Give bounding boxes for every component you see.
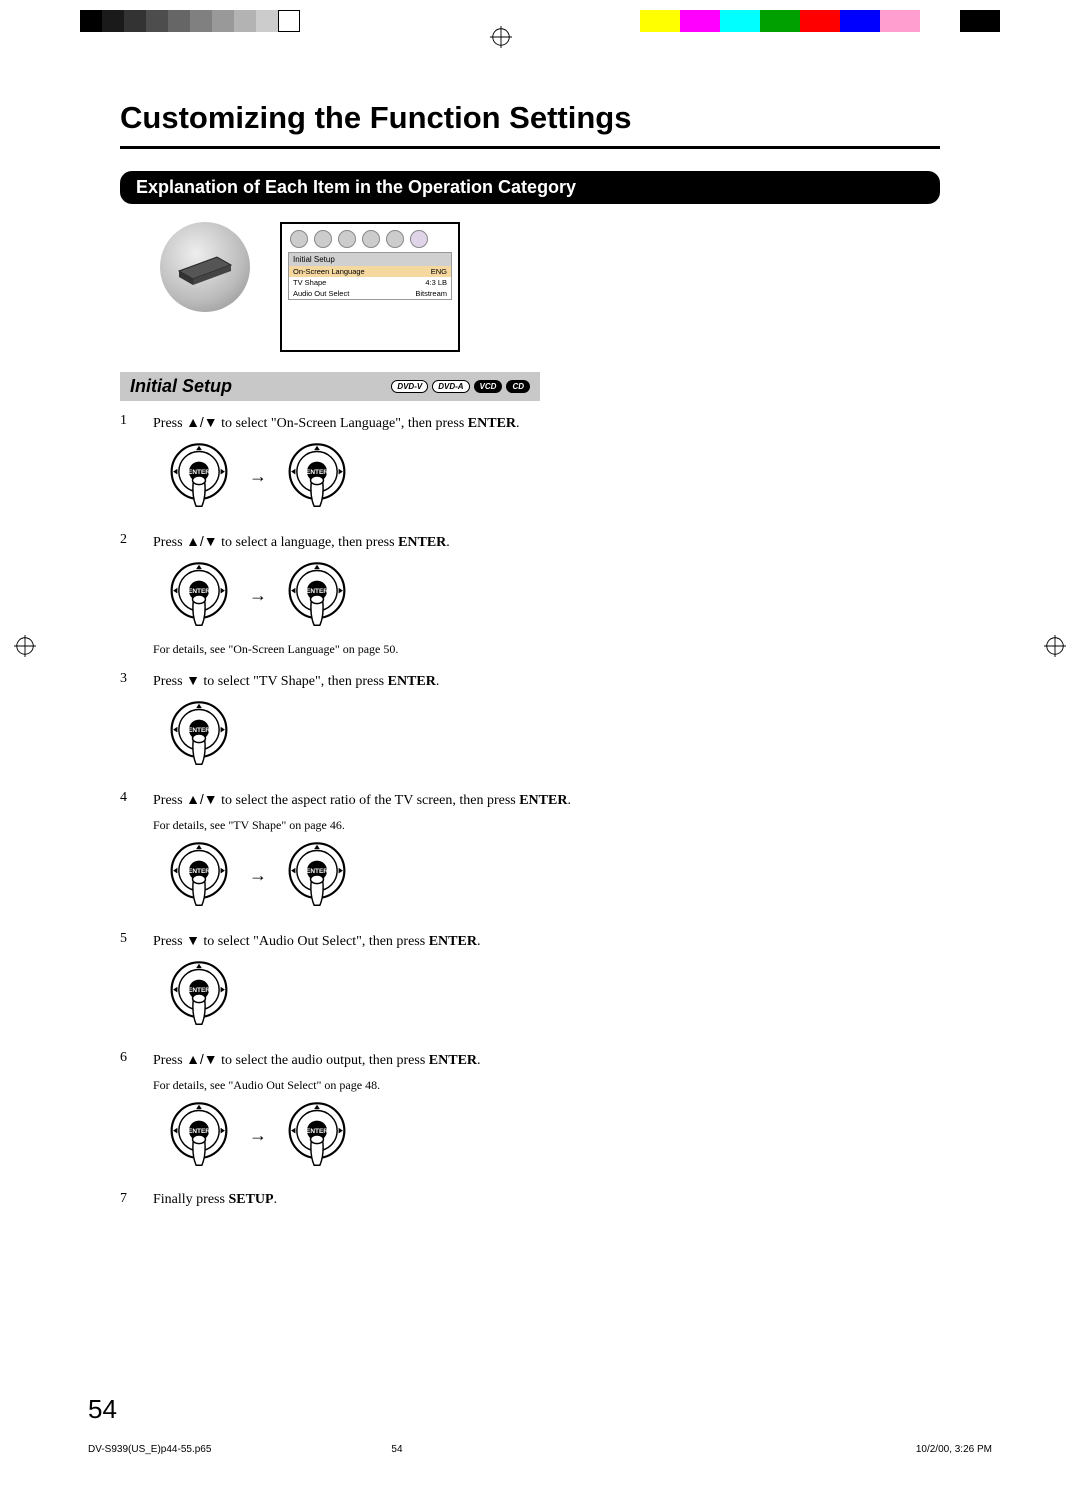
step-body: Press ▼ to select "TV Shape", then press… <box>153 671 940 780</box>
control-dial-icon: ENTER <box>281 1099 353 1171</box>
svg-text:ENTER: ENTER <box>188 469 210 476</box>
control-dial-icon: ENTER <box>163 839 235 911</box>
osd-menu-row: Audio Out SelectBitstream <box>289 288 451 299</box>
osd-menu-row: TV Shape4:3 LB <box>289 277 451 288</box>
svg-text:ENTER: ENTER <box>188 1128 210 1135</box>
format-badge: CD <box>506 380 530 393</box>
svg-text:ENTER: ENTER <box>188 868 210 875</box>
footer-file: DV-S939(US_E)p44-55.p65 <box>88 1444 211 1455</box>
format-badge: DVD-V <box>391 380 428 393</box>
page-title: Customizing the Function Settings <box>120 100 940 136</box>
osd-menu-header: Initial Setup <box>289 253 451 266</box>
device-illustration <box>160 222 250 312</box>
step: 6 Press ▲/▼ to select the audio output, t… <box>120 1050 940 1181</box>
dial-illustration: ENTER <box>163 698 940 770</box>
step-body: Press ▼ to select "Audio Out Select", th… <box>153 931 940 1040</box>
svg-text:ENTER: ENTER <box>306 1128 328 1135</box>
step-body: Press ▲/▼ to select a language, then pre… <box>153 532 940 661</box>
svg-text:ENTER: ENTER <box>188 588 210 595</box>
step-number: 1 <box>120 413 135 522</box>
step-number: 5 <box>120 931 135 1040</box>
step: 7 Finally press SETUP. <box>120 1191 940 1216</box>
arrow-right-icon: → <box>249 583 267 607</box>
control-dial-icon: ENTER <box>163 559 235 631</box>
step-text: Press ▲/▼ to select "On-Screen Language"… <box>153 413 940 434</box>
step-body: Press ▲/▼ to select "On-Screen Language"… <box>153 413 940 522</box>
arrow-right-icon: → <box>249 464 267 488</box>
step: 3 Press ▼ to select "TV Shape", then pres… <box>120 671 940 780</box>
osd-menu-row: On-Screen LanguageENG <box>289 266 451 277</box>
format-badge: DVD-A <box>432 380 469 393</box>
step: 5 Press ▼ to select "Audio Out Select", t… <box>120 931 940 1040</box>
section-header: Explanation of Each Item in the Operatio… <box>120 171 940 204</box>
svg-text:ENTER: ENTER <box>306 588 328 595</box>
crop-mark-top <box>490 26 512 48</box>
svg-text:ENTER: ENTER <box>188 987 210 994</box>
step-text: Press ▲/▼ to select the audio output, th… <box>153 1050 940 1071</box>
step-body: Press ▲/▼ to select the audio output, th… <box>153 1050 940 1181</box>
step-number: 2 <box>120 532 135 661</box>
footer-datetime: 10/2/00, 3:26 PM <box>916 1444 992 1455</box>
crop-mark-right <box>1044 635 1066 657</box>
osd-menu-screenshot: Initial Setup On-Screen LanguageENGTV Sh… <box>280 222 460 352</box>
step-note: For details, see "Audio Out Select" on p… <box>153 1077 940 1093</box>
step-text: Finally press SETUP. <box>153 1191 940 1210</box>
subsection-bar: Initial Setup DVD-V DVD-A VCDCD <box>120 372 540 401</box>
dial-illustration: ENTER → ENTER <box>163 839 940 911</box>
footer-page: 54 <box>391 1444 402 1455</box>
step-note: For details, see "TV Shape" on page 46. <box>153 817 940 833</box>
step-text: Press ▲/▼ to select a language, then pre… <box>153 532 940 553</box>
step-body: Finally press SETUP. <box>153 1191 940 1216</box>
control-dial-icon: ENTER <box>163 958 235 1030</box>
step: 1 Press ▲/▼ to select "On-Screen Language… <box>120 413 940 522</box>
dial-illustration: ENTER <box>163 958 940 1030</box>
format-badge: VCD <box>474 380 503 393</box>
dial-illustration: ENTER → ENTER <box>163 440 940 512</box>
step-text: Press ▲/▼ to select the aspect ratio of … <box>153 790 940 811</box>
svg-text:ENTER: ENTER <box>188 727 210 734</box>
footer-meta: DV-S939(US_E)p44-55.p65 54 10/2/00, 3:26… <box>88 1444 992 1455</box>
svg-text:ENTER: ENTER <box>306 469 328 476</box>
control-dial-icon: ENTER <box>163 1099 235 1171</box>
title-rule <box>120 146 940 149</box>
control-dial-icon: ENTER <box>163 440 235 512</box>
step-number: 6 <box>120 1050 135 1181</box>
step: 2 Press ▲/▼ to select a language, then pr… <box>120 532 940 661</box>
step-text: Press ▼ to select "Audio Out Select", th… <box>153 931 940 952</box>
step-number: 3 <box>120 671 135 780</box>
control-dial-icon: ENTER <box>281 440 353 512</box>
control-dial-icon: ENTER <box>281 839 353 911</box>
dial-illustration: ENTER → ENTER <box>163 559 940 631</box>
subsection-title: Initial Setup <box>130 376 232 397</box>
step-body: Press ▲/▼ to select the aspect ratio of … <box>153 790 940 921</box>
svg-text:ENTER: ENTER <box>306 868 328 875</box>
print-color-bar <box>80 10 1000 32</box>
control-dial-icon: ENTER <box>163 698 235 770</box>
dial-illustration: ENTER → ENTER <box>163 1099 940 1171</box>
step-note: For details, see "On-Screen Language" on… <box>153 641 940 657</box>
page-number: 54 <box>88 1394 117 1425</box>
crop-mark-left <box>14 635 36 657</box>
control-dial-icon: ENTER <box>281 559 353 631</box>
step: 4 Press ▲/▼ to select the aspect ratio of… <box>120 790 940 921</box>
step-number: 4 <box>120 790 135 921</box>
arrow-right-icon: → <box>249 1123 267 1147</box>
arrow-right-icon: → <box>249 863 267 887</box>
step-number: 7 <box>120 1191 135 1216</box>
step-text: Press ▼ to select "TV Shape", then press… <box>153 671 940 692</box>
